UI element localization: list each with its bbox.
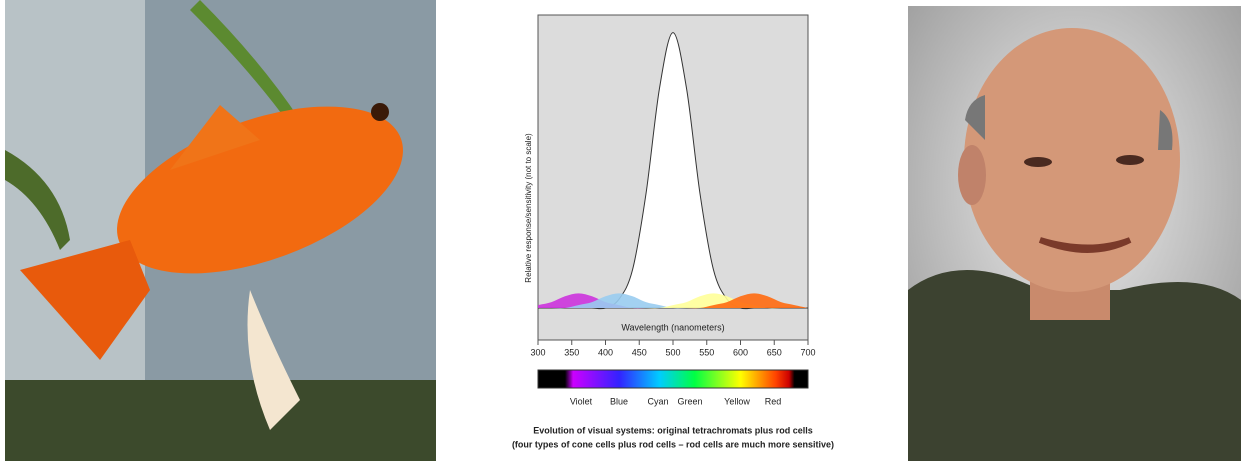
x-tick-label: 300 xyxy=(530,347,545,357)
spectrum-label: Cyan xyxy=(647,396,668,406)
x-tick-label: 700 xyxy=(800,347,815,357)
spectrum-label: Red xyxy=(765,396,782,406)
x-axis-label: Wavelength (nanometers) xyxy=(621,322,724,332)
x-tick-label: 500 xyxy=(665,347,680,357)
caption: Evolution of visual systems: original te… xyxy=(533,425,813,435)
x-tick-label: 600 xyxy=(733,347,748,357)
goldfish-photo xyxy=(5,0,436,461)
portrait-photo xyxy=(908,6,1241,461)
area xyxy=(538,293,808,309)
spectrum-label: Violet xyxy=(570,396,593,406)
x-tick-label: 650 xyxy=(767,347,782,357)
area xyxy=(538,293,808,309)
x-tick-label: 450 xyxy=(632,347,647,357)
x-tick-label: 550 xyxy=(699,347,714,357)
spectrum-label: Yellow xyxy=(724,396,750,406)
spectrum-label: Blue xyxy=(610,396,628,406)
caption: (four types of cone cells plus rod cells… xyxy=(512,439,834,449)
y-axis-label: Relative response/sensitivity (not to sc… xyxy=(524,133,533,283)
spectrum-label: Green xyxy=(677,396,702,406)
spectrum-bar xyxy=(537,369,809,389)
x-tick-label: 350 xyxy=(564,347,579,357)
x-tick-label: 400 xyxy=(598,347,613,357)
